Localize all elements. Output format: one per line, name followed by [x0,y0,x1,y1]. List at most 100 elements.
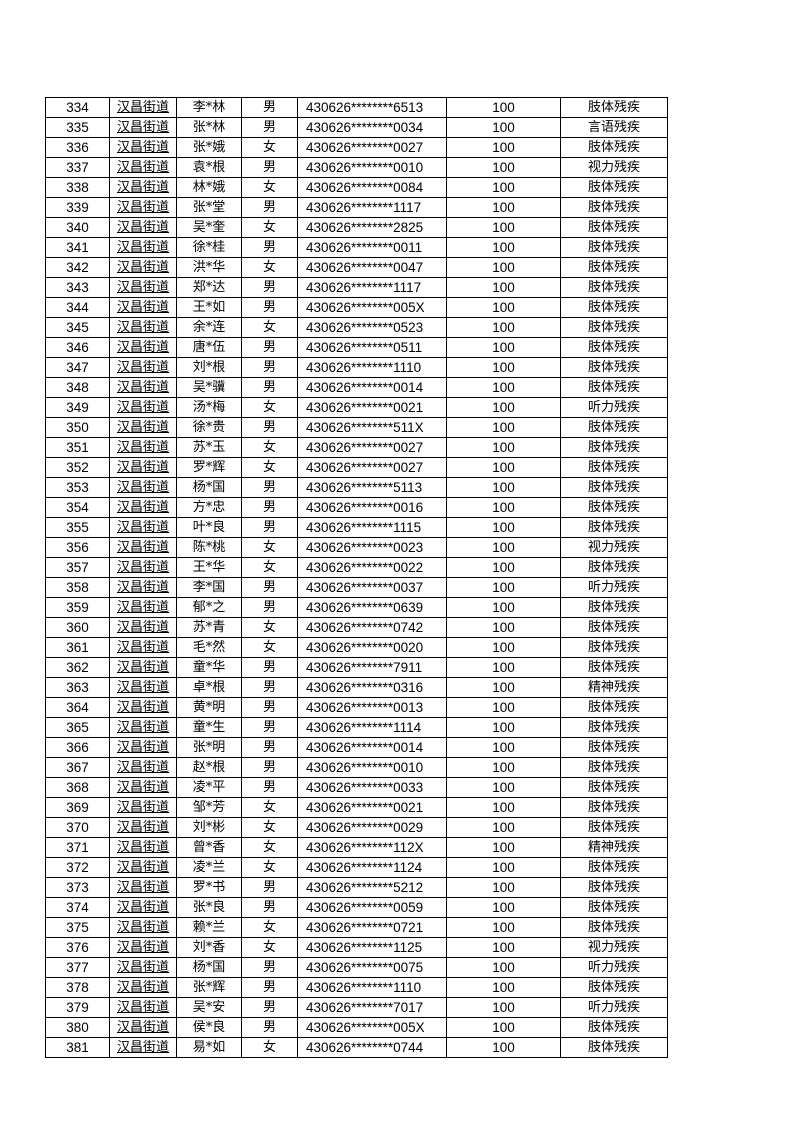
sex-cell: 男 [241,297,298,318]
num-cell: 378 [45,977,110,998]
id-cell: 430626********0033 [297,777,447,798]
num-cell: 368 [45,777,110,798]
id-cell: 430626********5212 [297,877,447,898]
name-cell: 杨*国 [176,957,242,978]
name-cell: 张*良 [176,897,242,918]
num-cell: 365 [45,717,110,738]
table-row: 334 汉昌街道 李*林男 430626********6513 100 肢体残疾 [45,97,668,118]
num-cell: 371 [45,837,110,858]
street-cell: 汉昌街道 [109,297,177,318]
amount-cell: 100 [446,897,561,918]
table-row: 340 汉昌街道 吴*奎女 430626********2825 100 肢体残疾 [45,217,668,238]
sex-cell: 男 [241,697,298,718]
num-cell: 377 [45,957,110,978]
type-cell: 肢体残疾 [560,757,668,778]
street-cell: 汉昌街道 [109,137,177,158]
table-row: 335 汉昌街道 张*林男 430626********0034 100 言语残疾 [45,117,668,138]
name-cell: 张*娥 [176,137,242,158]
street-cell: 汉昌街道 [109,637,177,658]
num-cell: 334 [45,97,110,118]
sex-cell: 男 [241,737,298,758]
table-row: 366 汉昌街道 张*明男 430626********0014 100 肢体残疾 [45,737,668,758]
type-cell: 肢体残疾 [560,897,668,918]
street-cell: 汉昌街道 [109,857,177,878]
name-cell: 易*如 [176,1037,242,1058]
amount-cell: 100 [446,237,561,258]
name-cell: 洪*华 [176,257,242,278]
table-row: 343 汉昌街道 郑*达男 430626********1117 100 肢体残疾 [45,277,668,298]
table-row: 351 汉昌街道 苏*玉女 430626********0027 100 肢体残疾 [45,437,668,458]
num-cell: 360 [45,617,110,638]
num-cell: 350 [45,417,110,438]
amount-cell: 100 [446,437,561,458]
amount-cell: 100 [446,1037,561,1058]
table-row: 361 汉昌街道 毛*然女 430626********0020 100 肢体残疾 [45,637,668,658]
type-cell: 肢体残疾 [560,617,668,638]
table-row: 349 汉昌街道 汤*梅女 430626********0021 100 听力残疾 [45,397,668,418]
num-cell: 359 [45,597,110,618]
street-cell: 汉昌街道 [109,697,177,718]
num-cell: 380 [45,1017,110,1038]
num-cell: 352 [45,457,110,478]
num-cell: 354 [45,497,110,518]
table-row: 357 汉昌街道 王*华女 430626********0022 100 肢体残疾 [45,557,668,578]
sex-cell: 女 [241,457,298,478]
amount-cell: 100 [446,137,561,158]
name-cell: 袁*根 [176,157,242,178]
num-cell: 358 [45,577,110,598]
id-cell: 430626********0511 [297,337,447,358]
type-cell: 听力残疾 [560,957,668,978]
id-cell: 430626********0027 [297,437,447,458]
name-cell: 童*生 [176,717,242,738]
amount-cell: 100 [446,117,561,138]
type-cell: 听力残疾 [560,577,668,598]
table-row: 350 汉昌街道 徐*贵男 430626********511X 100 肢体残疾 [45,417,668,438]
type-cell: 肢体残疾 [560,457,668,478]
type-cell: 肢体残疾 [560,917,668,938]
name-cell: 苏*玉 [176,437,242,458]
type-cell: 肢体残疾 [560,377,668,398]
sex-cell: 女 [241,937,298,958]
name-cell: 吴*安 [176,997,242,1018]
id-cell: 430626********1110 [297,977,447,998]
amount-cell: 100 [446,197,561,218]
num-cell: 374 [45,897,110,918]
name-cell: 卓*根 [176,677,242,698]
num-cell: 366 [45,737,110,758]
sex-cell: 女 [241,557,298,578]
num-cell: 361 [45,637,110,658]
amount-cell: 100 [446,497,561,518]
type-cell: 肢体残疾 [560,437,668,458]
street-cell: 汉昌街道 [109,237,177,258]
type-cell: 视力残疾 [560,537,668,558]
table-row: 369 汉昌街道 邹*芳女 430626********0021 100 肢体残疾 [45,797,668,818]
sex-cell: 女 [241,917,298,938]
sex-cell: 男 [241,657,298,678]
num-cell: 373 [45,877,110,898]
sex-cell: 男 [241,897,298,918]
amount-cell: 100 [446,417,561,438]
table-row: 341 汉昌街道 徐*桂男 430626********0011 100 肢体残疾 [45,237,668,258]
id-cell: 430626********0023 [297,537,447,558]
sex-cell: 女 [241,537,298,558]
name-cell: 余*连 [176,317,242,338]
table-body: 334 汉昌街道 李*林男 430626********6513 100 肢体残疾 335 汉… [45,97,668,1058]
sex-cell: 男 [241,957,298,978]
amount-cell: 100 [446,397,561,418]
name-cell: 李*林 [176,97,242,118]
table-row: 368 汉昌街道 凌*平男 430626********0033 100 肢体残疾 [45,777,668,798]
table-row: 348 汉昌街道 吴*骥男 430626********0014 100 肢体残疾 [45,377,668,398]
table-row: 356 汉昌街道 陈*桃女 430626********0023 100 视力残疾 [45,537,668,558]
street-cell: 汉昌街道 [109,597,177,618]
amount-cell: 100 [446,737,561,758]
num-cell: 347 [45,357,110,378]
num-cell: 343 [45,277,110,298]
num-cell: 364 [45,697,110,718]
name-cell: 苏*青 [176,617,242,638]
name-cell: 邹*芳 [176,797,242,818]
amount-cell: 100 [446,857,561,878]
num-cell: 341 [45,237,110,258]
street-cell: 汉昌街道 [109,117,177,138]
sex-cell: 男 [241,777,298,798]
id-cell: 430626********0037 [297,577,447,598]
